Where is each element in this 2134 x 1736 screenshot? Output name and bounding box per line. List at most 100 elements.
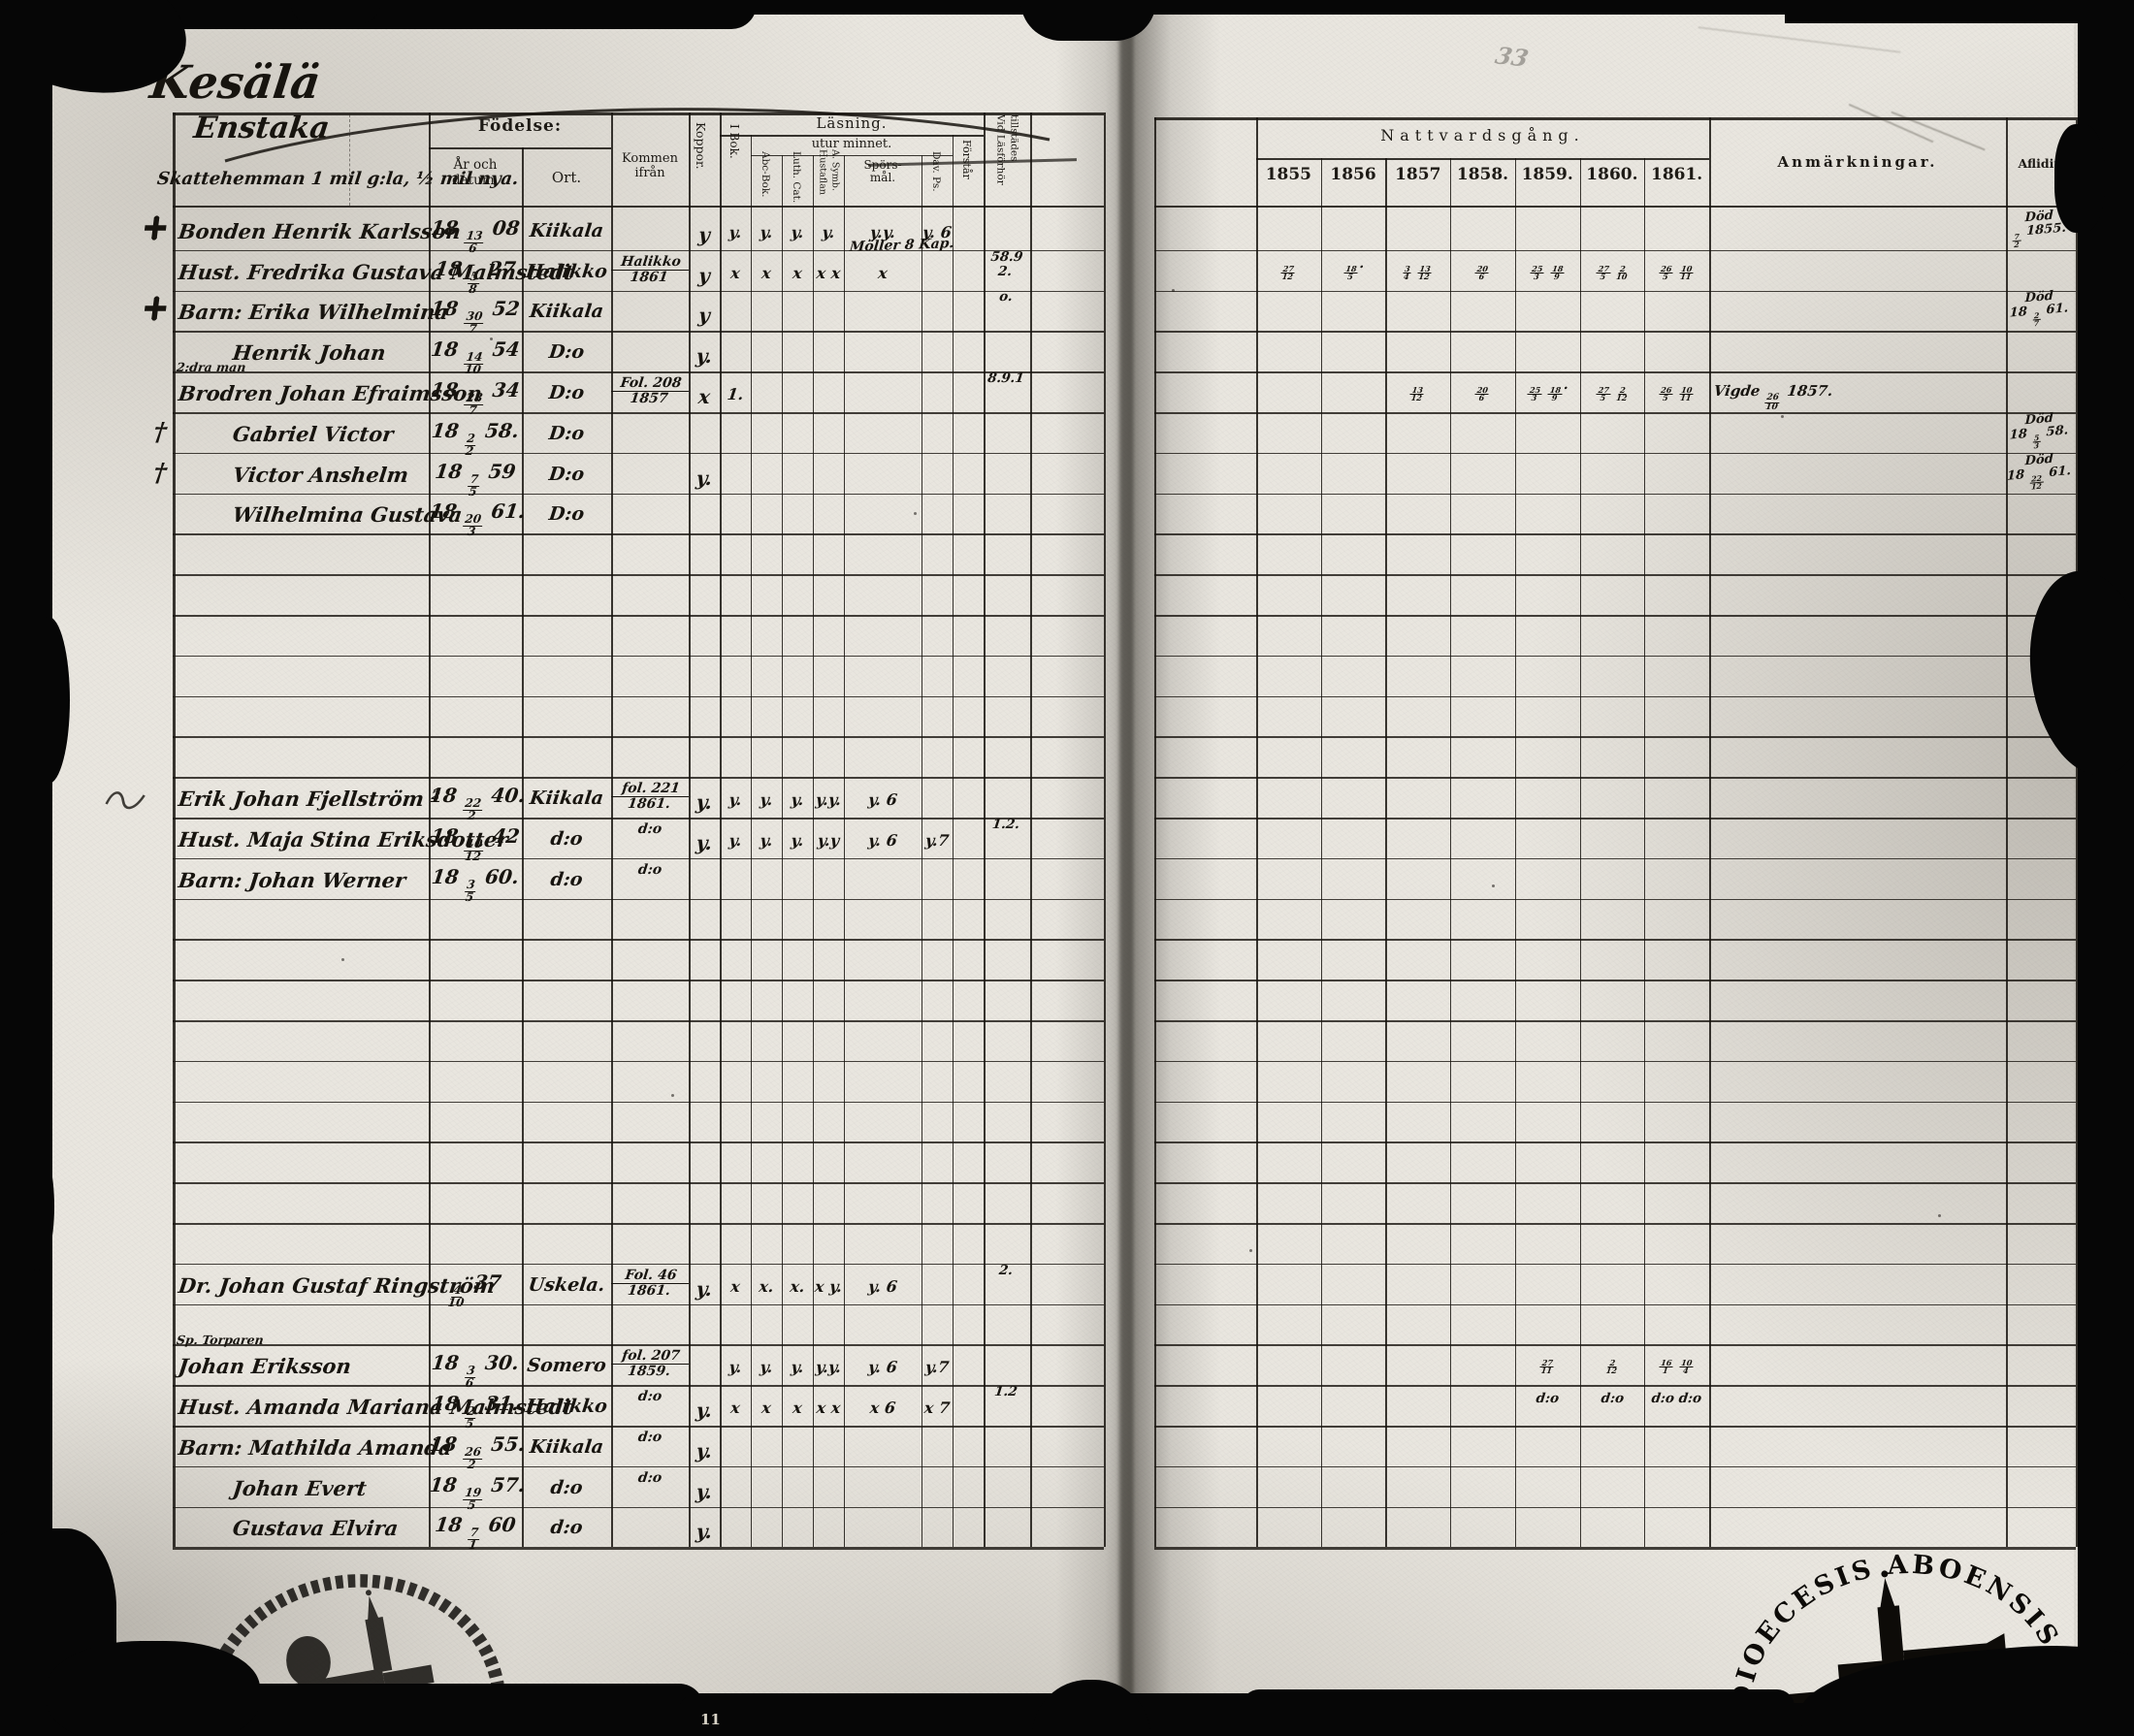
header-nattvardsgang: Nattvardsgång.: [1380, 126, 1585, 145]
grid-line: [1154, 777, 2076, 779]
grid-line: [1154, 331, 2076, 333]
entry-reading-mark: x: [696, 385, 712, 408]
header-anmarkningar: Anmärkningar.: [1777, 153, 1938, 171]
grid-line: [1154, 249, 2076, 252]
entry-came-from: Halikko 1861: [609, 254, 691, 285]
margin-cross-mark: [136, 215, 175, 244]
grid-line: [1154, 1385, 2076, 1387]
ink-speck: [1938, 1214, 1941, 1217]
grid-line: [173, 1465, 1104, 1468]
grid-line: [173, 818, 1104, 820]
entry-reading-mark: y. 6: [867, 830, 899, 850]
entry-name: Erik Johan Fjellström ²: [177, 787, 442, 811]
entry-birth-date: 4 10 37: [446, 1270, 503, 1309]
grid-line: [689, 113, 691, 1548]
grid-line: [1154, 290, 2076, 293]
grid-line: [1154, 1303, 2076, 1306]
entry-reading-mark: x: [760, 1398, 773, 1417]
entry-came-from: fol. 221 1861.: [609, 781, 691, 812]
grid-line: [173, 655, 1104, 658]
entry-role-note: Sp. Torparen: [176, 1333, 265, 1348]
entry-communion-date: 26 5 10 11: [1659, 384, 1695, 403]
grid-line: [1154, 117, 1157, 1548]
entry-reading-mark: y: [696, 304, 712, 328]
entry-name: Victor Anshelm: [231, 462, 410, 487]
entry-reading-mark: x: [729, 263, 742, 282]
entry-name: Bonden Henrik Karlsson: [177, 218, 463, 243]
grid-line: [173, 857, 1104, 860]
entry-reading-mark: y.: [695, 1479, 714, 1503]
grid-line: [1256, 117, 1258, 1548]
grid-line: [1154, 857, 2076, 860]
entry-reading-mark: y. 6: [867, 1276, 899, 1296]
grid-line: [1154, 818, 2076, 820]
grid-line: [1514, 158, 1517, 1548]
grid-line: [173, 113, 176, 1548]
entry-reading-mark: x: [760, 263, 773, 282]
header-koppor: Koppor.: [694, 122, 708, 170]
entry-birth-date: 18 13 6 08: [429, 215, 522, 255]
entry-reading-mark: x x: [815, 1398, 842, 1417]
entry-came-from: Fol. 208 1857: [609, 375, 691, 406]
scan-edge-blob: [291, 0, 380, 23]
grid-line: [1154, 574, 2076, 576]
scan-edge-blob: [27, 617, 70, 784]
scan-edge-blob: [2054, 124, 2105, 233]
entry-reading-mark: y.: [695, 1398, 714, 1422]
entry-reading-mark: y.: [728, 790, 743, 809]
section-heading: Enstaka: [191, 111, 332, 145]
grid-line: [1154, 1426, 2076, 1428]
entry-reading-mark: x: [729, 1276, 742, 1296]
grid-line: [173, 1182, 1104, 1184]
entry-name: Gabriel Victor: [231, 421, 395, 446]
entry-reading-mark: x.: [758, 1276, 775, 1296]
grid-line: [173, 1344, 1104, 1346]
grid-line: [1154, 1344, 2076, 1346]
grid-line: [1154, 939, 2076, 941]
header-dav-ps: Dav. Ps.: [930, 151, 942, 192]
header-a-symb: A. Symb.: [829, 149, 841, 191]
entry-birth-place: Uskela.: [527, 1273, 606, 1296]
entry-reading-mark: y.: [821, 222, 836, 241]
grid-line: [1154, 452, 2076, 455]
entry-communion-date: d:o: [1535, 1391, 1560, 1406]
scan-edge-bottom: [679, 1693, 1271, 1726]
year-header: 1859.: [1521, 165, 1573, 184]
entry-communion-date: 20 6: [1474, 263, 1491, 281]
entry-birth-date: 18 22 2 40.: [428, 784, 527, 822]
grid-line: [1154, 371, 2076, 373]
grid-line: [1154, 1020, 2076, 1022]
grid-line: [1154, 1141, 2076, 1143]
grid-line: [844, 155, 846, 1548]
entry-reading-mark: x y.: [813, 1276, 844, 1296]
grid-line: [1256, 158, 1709, 160]
ink-speck: [1781, 415, 1784, 418]
grid-line: [173, 1426, 1104, 1428]
title-flourish: [224, 108, 1051, 163]
ledger-spread: Kesälä 33 Enstaka Skattehemman 1 mil g:l…: [48, 6, 2126, 1736]
grid-line: [173, 1303, 1104, 1306]
grid-line: [1154, 1223, 2076, 1225]
entry-birth-place: D:o: [547, 463, 586, 485]
entry-came-from: fol. 207 1859.: [609, 1348, 691, 1379]
grid-line: [720, 113, 722, 1548]
grid-line: [1154, 1506, 2076, 1509]
entry-reading-mark: y.: [759, 1358, 774, 1377]
ink-speck: [1172, 289, 1175, 292]
grid-line: [173, 1141, 1104, 1143]
entry-role-note: 2:dra man: [176, 360, 247, 375]
entry-birth-place: D:o: [547, 382, 586, 403]
entry-communion-date: 26 5 10 11: [1659, 263, 1695, 281]
grid-line: [173, 736, 1104, 738]
entry-examination-mark: 58.9 2.: [989, 248, 1024, 279]
entry-reading-mark: y.: [695, 466, 714, 490]
entry-birth-place: Halikko: [524, 1396, 609, 1417]
header-ar-och-datum: År och datum.: [452, 157, 499, 188]
entry-name: Johan Eriksson: [177, 1354, 353, 1379]
